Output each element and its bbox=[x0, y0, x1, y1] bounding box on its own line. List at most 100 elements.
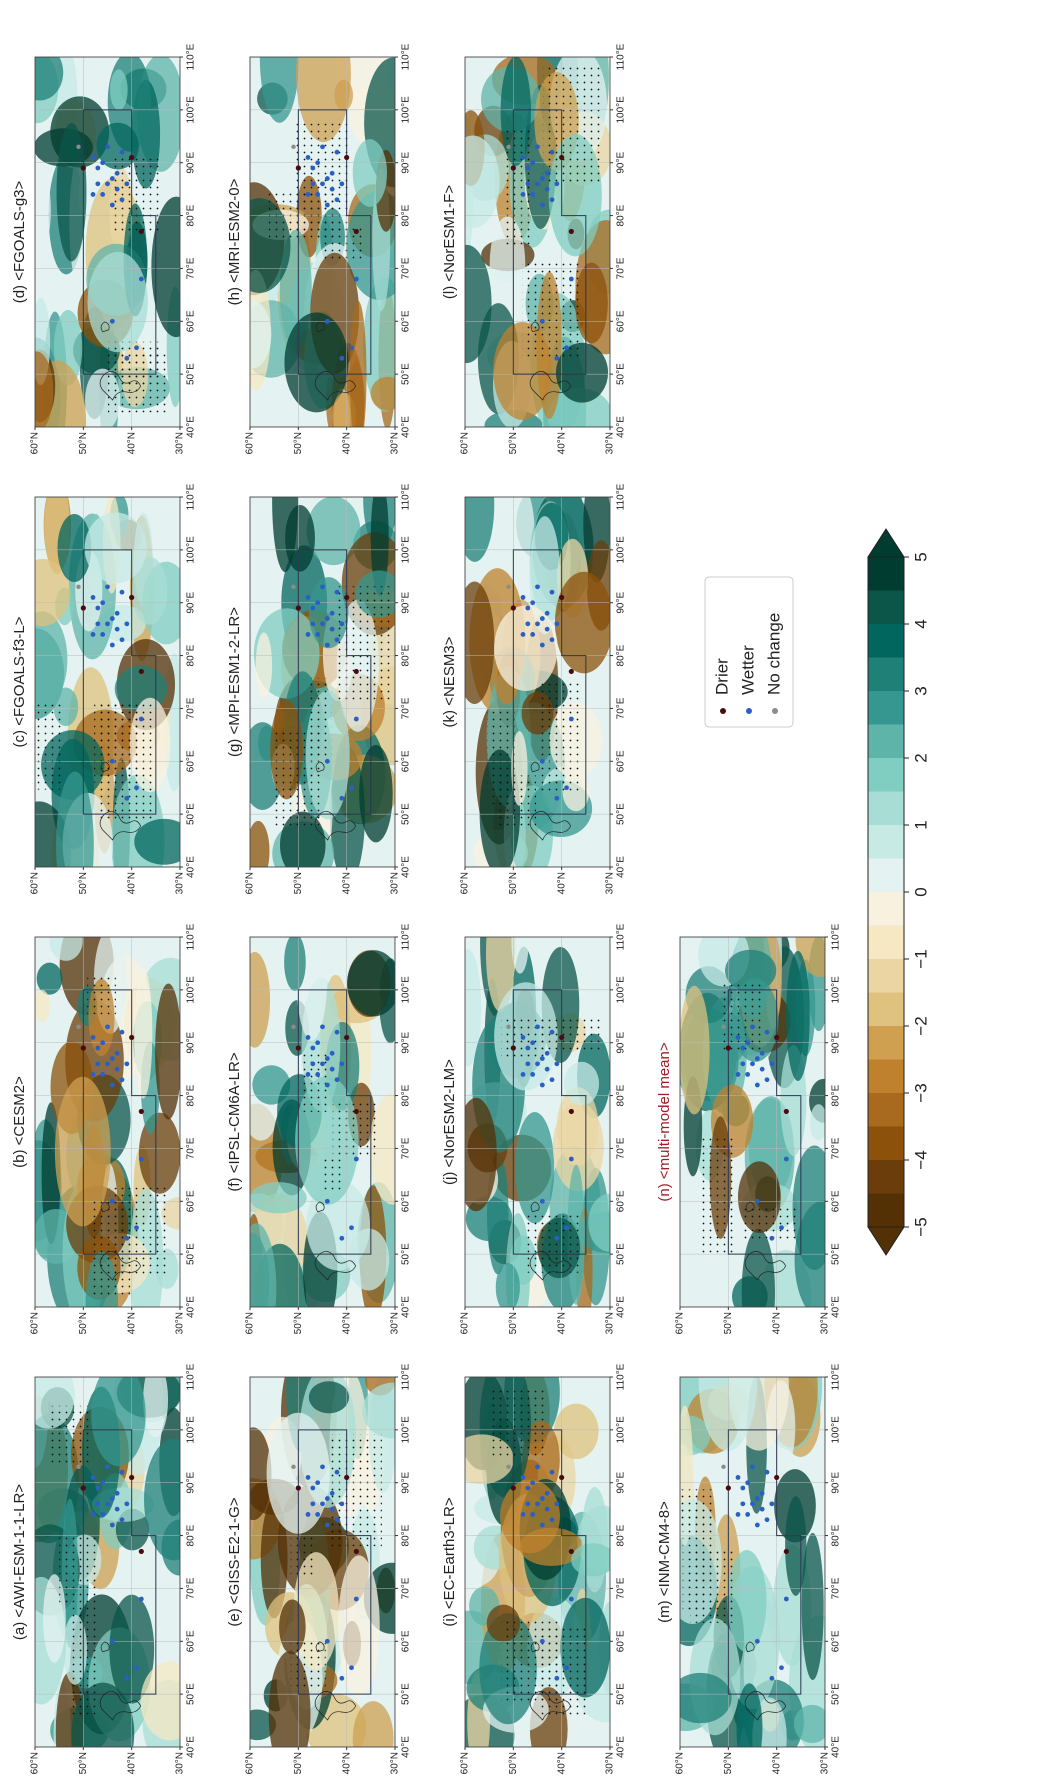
station-wetter bbox=[755, 1083, 760, 1088]
station-wetter bbox=[335, 150, 340, 155]
station-wetter bbox=[100, 1040, 105, 1045]
y-tick-label: 60°N bbox=[245, 1752, 256, 1774]
station-wetter bbox=[750, 1061, 755, 1066]
legend-label: No change bbox=[764, 613, 783, 695]
station-drier bbox=[559, 1475, 564, 1480]
station-drier bbox=[726, 1485, 731, 1490]
x-tick-label: 90°E bbox=[186, 1031, 197, 1053]
station-wetter bbox=[765, 1470, 770, 1475]
station-wetter bbox=[779, 1665, 784, 1670]
station-drier bbox=[354, 229, 359, 234]
station-wetter bbox=[750, 1464, 755, 1469]
x-tick-label: 110°E bbox=[401, 1363, 412, 1390]
station-wetter bbox=[569, 1597, 574, 1602]
station-wetter bbox=[354, 1157, 359, 1162]
map-blob bbox=[554, 1404, 598, 1459]
y-tick-label: 60°N bbox=[30, 432, 41, 454]
stippling bbox=[538, 1015, 604, 1053]
map-blob bbox=[669, 1673, 732, 1723]
map-blob bbox=[256, 632, 272, 698]
station-wetter bbox=[554, 1236, 559, 1241]
x-tick-label: 100°E bbox=[401, 96, 412, 124]
x-tick-label: 110°E bbox=[616, 1363, 627, 1390]
station-wetter bbox=[95, 606, 100, 611]
x-tick-label: 70°E bbox=[831, 1137, 842, 1159]
x-tick-label: 40°E bbox=[186, 856, 197, 878]
station-wetter bbox=[554, 1676, 559, 1681]
y-tick-label: 50°N bbox=[78, 1312, 89, 1334]
station-wetter bbox=[330, 611, 335, 616]
colorbar-tick-label: 5 bbox=[911, 552, 930, 561]
station-wetter bbox=[95, 1501, 100, 1506]
x-tick-label: 90°E bbox=[186, 1471, 197, 1493]
station-wetter bbox=[554, 621, 559, 626]
station-wetter bbox=[134, 1225, 139, 1230]
station-wetter bbox=[325, 1199, 330, 1204]
station-wetter bbox=[530, 192, 535, 197]
station-wetter bbox=[545, 611, 550, 616]
station-wetter bbox=[110, 319, 115, 324]
y-tick-label: 30°N bbox=[605, 1312, 616, 1334]
map-blob bbox=[555, 572, 613, 674]
station-wetter bbox=[315, 632, 320, 637]
station-wetter bbox=[325, 1056, 330, 1061]
x-tick-label: 100°E bbox=[186, 976, 197, 1004]
map-blob bbox=[679, 986, 710, 1115]
station-wetter bbox=[545, 187, 550, 192]
station-wetter bbox=[95, 166, 100, 171]
colorbar-tick-label: −3 bbox=[911, 1083, 930, 1102]
station-drier bbox=[569, 229, 574, 234]
station-wetter bbox=[95, 1061, 100, 1066]
y-tick-label: 60°N bbox=[30, 872, 41, 894]
station-wetter bbox=[330, 187, 335, 192]
station-wetter bbox=[315, 1072, 320, 1077]
x-tick-label: 60°E bbox=[401, 750, 412, 772]
y-tick-label: 50°N bbox=[723, 1312, 734, 1334]
station-wetter bbox=[110, 1056, 115, 1061]
station-wetter bbox=[765, 1517, 770, 1522]
y-tick-label: 60°N bbox=[460, 432, 471, 454]
station-no-change bbox=[291, 145, 295, 149]
y-tick-label: 50°N bbox=[723, 1752, 734, 1774]
station-wetter bbox=[564, 345, 569, 350]
station-wetter bbox=[335, 637, 340, 642]
colorbar-tick-label: 0 bbox=[911, 887, 930, 896]
station-drier bbox=[296, 1045, 301, 1050]
station-wetter bbox=[320, 1061, 325, 1066]
station-wetter bbox=[306, 1512, 311, 1517]
x-tick-label: 100°E bbox=[616, 976, 627, 1004]
y-tick-label: 30°N bbox=[605, 1752, 616, 1774]
station-drier bbox=[354, 1549, 359, 1554]
stippling bbox=[741, 1204, 801, 1240]
x-tick-label: 80°E bbox=[186, 644, 197, 666]
station-wetter bbox=[306, 1035, 311, 1040]
stippling bbox=[322, 1157, 343, 1193]
map-blob bbox=[494, 605, 558, 691]
stippling bbox=[527, 1213, 579, 1272]
x-tick-label: 70°E bbox=[616, 257, 627, 279]
station-wetter bbox=[540, 1083, 545, 1088]
station-wetter bbox=[110, 1496, 115, 1501]
station-wetter bbox=[554, 796, 559, 801]
station-wetter bbox=[320, 181, 325, 186]
y-tick-label: 60°N bbox=[245, 1312, 256, 1334]
x-tick-label: 60°E bbox=[616, 1630, 627, 1652]
station-wetter bbox=[525, 1046, 530, 1051]
station-wetter bbox=[306, 155, 311, 160]
station-wetter bbox=[521, 595, 526, 600]
x-tick-label: 100°E bbox=[186, 96, 197, 124]
station-wetter bbox=[330, 1067, 335, 1072]
station-wetter bbox=[349, 1225, 354, 1230]
station-wetter bbox=[339, 1061, 344, 1066]
station-wetter bbox=[120, 197, 125, 202]
colorbar-bin bbox=[868, 825, 904, 859]
station-wetter bbox=[120, 1517, 125, 1522]
station-wetter bbox=[134, 1665, 139, 1670]
y-tick-label: 50°N bbox=[508, 1752, 519, 1774]
map-field bbox=[231, 895, 418, 1360]
x-tick-label: 50°E bbox=[401, 363, 412, 385]
station-wetter bbox=[745, 1040, 750, 1045]
station-wetter bbox=[320, 1501, 325, 1506]
x-tick-label: 110°E bbox=[401, 43, 412, 70]
station-wetter bbox=[91, 1072, 96, 1077]
